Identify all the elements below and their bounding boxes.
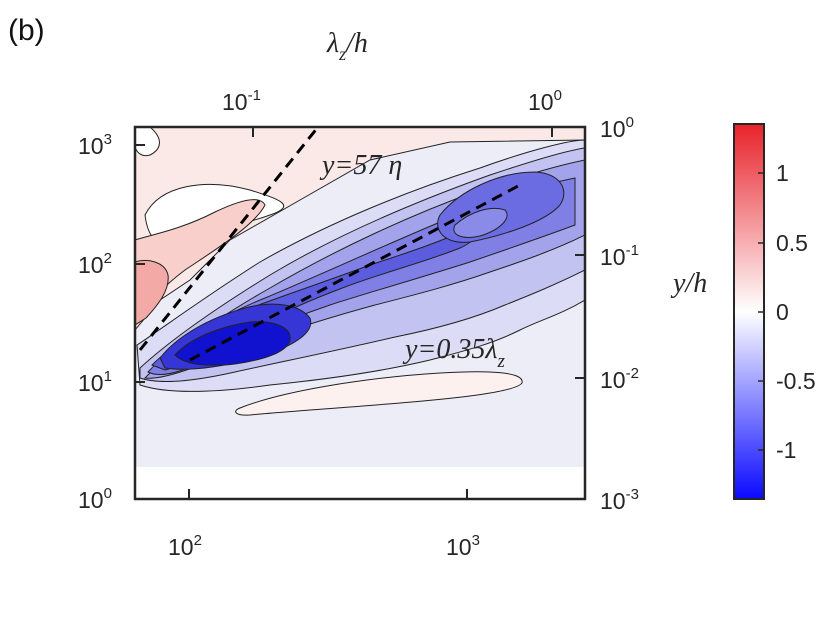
colorbar-tick-neg05: -0.5 — [776, 368, 816, 394]
plot-frame — [133, 125, 587, 501]
colorbar-tick-1: 1 — [776, 160, 789, 186]
colorbar-tick-05: 0.5 — [776, 230, 808, 256]
contour-positive-lobe-2 — [135, 260, 169, 326]
x-top-tick-01: 10-1 — [222, 87, 261, 115]
x-bottom-axis — [188, 489, 468, 499]
y-right-tick-1: 100 — [600, 114, 634, 142]
colorbar-tick-neg1: -1 — [776, 437, 796, 463]
x-top-tick-1: 100 — [528, 87, 562, 115]
y-left-tick-1000: 103 — [78, 131, 112, 159]
contour-negative-7 — [174, 321, 291, 366]
x-bottom-tick-100: 102 — [168, 532, 202, 560]
colorbar-ticks — [758, 172, 764, 451]
y-right-axis — [575, 126, 585, 500]
y-right-tick-0001: 10-3 — [600, 486, 639, 514]
x-top-axis — [252, 127, 553, 137]
y-left-tick-1: 100 — [78, 485, 112, 513]
contour-positive-island — [235, 371, 523, 416]
y-left-tick-10: 101 — [78, 368, 112, 396]
annotation-57-eta: y=57 η — [319, 150, 402, 181]
y-left-axis — [135, 144, 145, 500]
y-right-axis-label: y/h — [670, 268, 707, 299]
panel-label: (b) — [8, 14, 45, 47]
colorbar-tick-0: 0 — [776, 299, 789, 325]
y-right-tick-001: 10-2 — [600, 365, 639, 393]
no-data-region — [135, 467, 585, 499]
x-bottom-tick-1000: 103 — [446, 532, 480, 560]
y-left-tick-100: 102 — [78, 250, 112, 278]
ref-line-035-lambda — [189, 183, 521, 362]
plot-area — [135, 127, 585, 499]
y-right-tick-01: 10-1 — [600, 242, 639, 270]
x-top-axis-label: λz/h — [326, 28, 368, 64]
contour-negative-inner-core — [453, 207, 508, 238]
ref-line-57-eta — [138, 127, 320, 351]
